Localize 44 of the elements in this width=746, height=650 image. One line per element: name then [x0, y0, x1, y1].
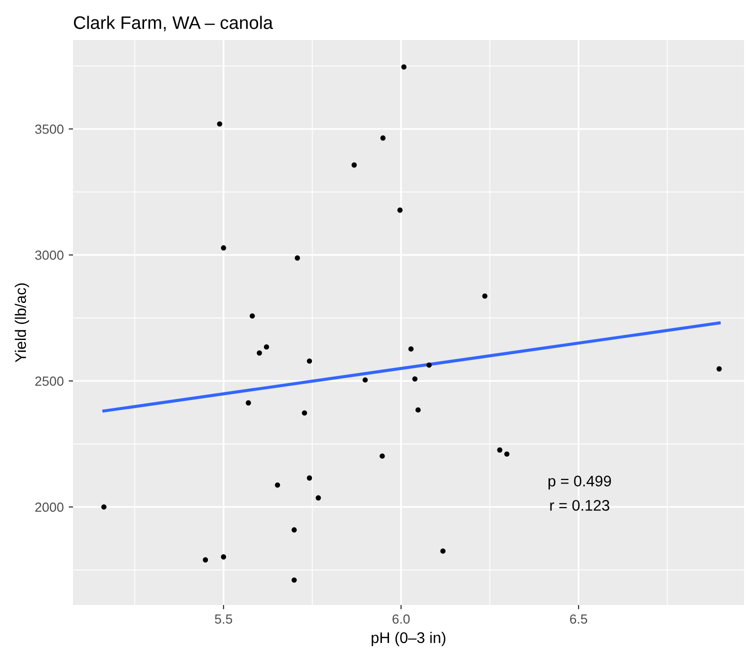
point [246, 400, 251, 406]
point [292, 577, 297, 583]
y-tick-label: 3500 [35, 124, 64, 134]
point [202, 557, 208, 562]
point [380, 453, 385, 459]
point [294, 255, 300, 261]
y-axis-title: Yield (lb/ac) [14, 283, 30, 362]
chart-title: Clark Farm, WA – canola [74, 16, 273, 32]
x-tick-label: 5.5 [214, 614, 232, 624]
point [408, 346, 414, 352]
x-axis-title: pH (0–3 in) [372, 632, 446, 646]
y-tick-label: 3000 [35, 250, 64, 260]
point [217, 121, 222, 127]
y-tick-label: 2000 [35, 502, 64, 512]
x-tick-label: 6.5 [570, 614, 588, 624]
point [716, 366, 722, 372]
point [380, 135, 386, 141]
point [504, 451, 510, 457]
point [306, 358, 312, 364]
x-tick-label: 6.0 [392, 614, 410, 624]
annotation: r = 0.123 [550, 500, 610, 511]
point [220, 554, 226, 560]
point [101, 504, 106, 510]
point [306, 475, 312, 481]
point [401, 64, 406, 70]
point [412, 376, 418, 382]
point [415, 407, 421, 413]
point [397, 208, 403, 213]
point [440, 548, 446, 554]
y-tick-label: 2500 [35, 376, 64, 386]
point [220, 245, 226, 251]
point [352, 162, 357, 168]
point [292, 527, 297, 532]
point [316, 495, 321, 500]
point [274, 482, 280, 488]
annotation: p = 0.499 [548, 476, 611, 490]
point [264, 344, 270, 350]
point [250, 313, 255, 319]
point [497, 447, 502, 453]
point [482, 293, 488, 299]
point [256, 350, 262, 356]
point [426, 362, 432, 368]
point [362, 377, 368, 383]
point [302, 410, 308, 416]
